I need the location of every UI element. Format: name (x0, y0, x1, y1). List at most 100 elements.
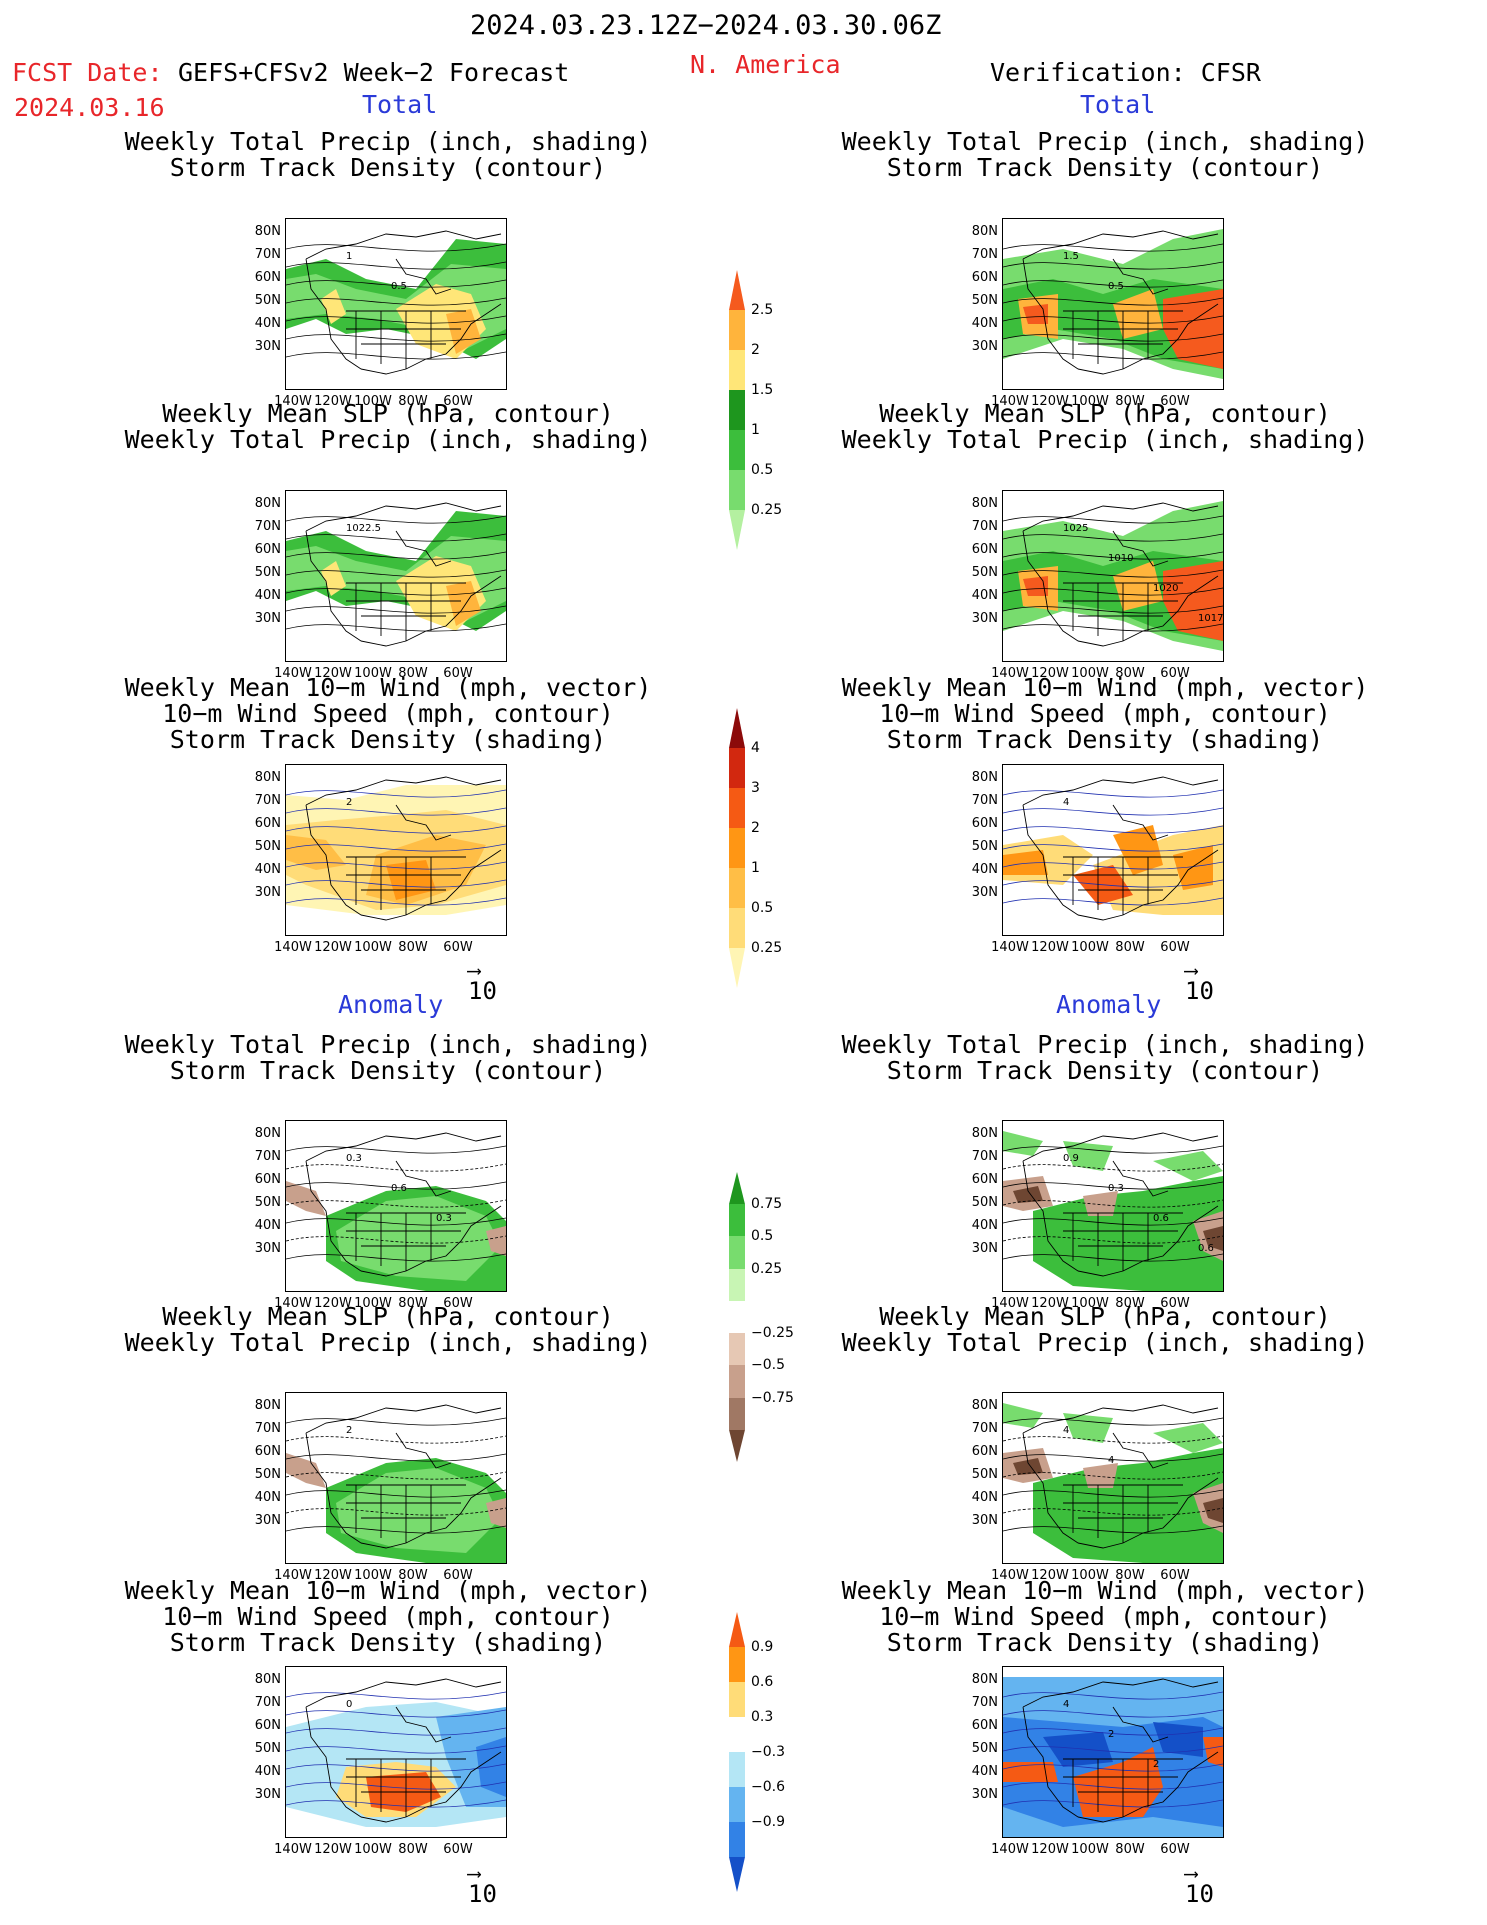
contour-label: 4 (1063, 1425, 1069, 1436)
title-vf-slp-total: Weekly Mean SLP (hPa, contour) Weekly Tot… (841, 399, 1369, 454)
contour-line (286, 243, 506, 252)
colorbar-segment (729, 708, 745, 748)
contour-line (286, 807, 506, 816)
title-fc-wind-anom: Weekly Mean 10−m Wind (mph, vector) 10−m … (124, 1576, 652, 1657)
lat-tick-label: 70N (254, 1421, 281, 1436)
lon-tick-label: 120W (1031, 940, 1069, 955)
colorbar-segment (729, 1822, 745, 1857)
lon-tick-label: 60W (1160, 940, 1190, 955)
lat-tick-label: 60N (971, 270, 998, 285)
lat-tick-label: 40N (254, 316, 281, 331)
map-vf-precip-total: 1.5 0.5 (1002, 218, 1224, 390)
lat-tick-label: 70N (971, 793, 998, 808)
lon-tick-label: 100W (354, 1296, 392, 1311)
lon-tick-label: 100W (354, 940, 392, 955)
colorbar-segment (729, 1717, 745, 1752)
title-vf-slp-anom: Weekly Mean SLP (hPa, contour) Weekly Tot… (841, 1302, 1369, 1357)
lat-tick-label: 50N (971, 1195, 998, 1210)
map-plot-fc-wind-total: 2 (286, 776, 506, 921)
colorbar-segment (729, 1429, 745, 1462)
lon-tick-label: 100W (1071, 1296, 1109, 1311)
lon-tick-label: 60W (1160, 1296, 1190, 1311)
contour-line (1003, 279, 1223, 288)
lat-tick-label: 60N (254, 1718, 281, 1733)
lon-tick-label: 60W (1160, 1568, 1190, 1583)
fcst-date: 2024.03.16 (14, 93, 165, 122)
lon-tick-label: 60W (443, 394, 473, 409)
contour-line (1003, 515, 1223, 524)
shading-region (1033, 1448, 1223, 1563)
map-plot-fc-slp-total: 1022.5 (286, 502, 506, 647)
colorbar-label: 0.5 (751, 1228, 774, 1245)
lat-tick-label: 80N (254, 770, 281, 785)
colorbar-label: 1.5 (751, 382, 774, 398)
shading-region (446, 581, 481, 626)
lat-tick-label: 30N (971, 1513, 998, 1528)
lat-tick-label: 40N (971, 1490, 998, 1505)
lat-tick-label: 60N (971, 1172, 998, 1187)
lat-tick-label: 80N (971, 1398, 998, 1413)
lon-tick-label: 100W (354, 1568, 392, 1583)
coastline (1022, 1132, 1219, 1277)
lat-tick-label: 30N (254, 1787, 281, 1802)
contour-line (286, 1435, 506, 1444)
lon-tick-label: 80W (398, 940, 428, 955)
title-fc-precip-anom: Weekly Total Precip (inch, shading) Storm… (124, 1030, 652, 1085)
lon-tick-label: 60W (1160, 394, 1190, 409)
map-fc-wind-total: 2 (285, 764, 507, 936)
lat-tick-label: 60N (254, 542, 281, 557)
section-total-verification: Total (1080, 90, 1156, 119)
colorbar-segment (729, 1857, 745, 1892)
contour-line (286, 1709, 506, 1718)
colorbar-segment (729, 1300, 745, 1334)
contour-label: 2 (1108, 1729, 1114, 1740)
shading-region (286, 1181, 506, 1256)
contour-line (1003, 551, 1223, 560)
lat-tick-label: 60N (971, 1718, 998, 1733)
lat-tick-label: 40N (971, 588, 998, 603)
lon-tick-label: 60W (443, 1296, 473, 1311)
colorbar-segment (729, 828, 745, 868)
title-fc-wind-total: Weekly Mean 10−m Wind (mph, vector) 10−m … (124, 673, 652, 754)
shading-region (1003, 1131, 1223, 1181)
shading-region (1043, 1722, 1203, 1767)
lon-tick-label: 140W (274, 394, 312, 409)
lon-tick-label: 80W (398, 1842, 428, 1857)
colorbar-label: −0.6 (751, 1779, 785, 1795)
contour-line (1003, 825, 1223, 834)
lon-tick-label: 100W (1071, 940, 1109, 955)
map-vf-wind-total: 4 (1002, 764, 1224, 936)
coastline (1022, 1404, 1219, 1549)
lat-tick-label: 60N (971, 1444, 998, 1459)
colorbar-label: 0.25 (751, 502, 783, 518)
lon-tick-label: 80W (1115, 940, 1145, 955)
title-vf-wind-total: Weekly Mean 10−m Wind (mph, vector) 10−m … (841, 673, 1369, 754)
verification-label: Verification: CFSR (990, 58, 1261, 87)
region-label: N. America (690, 50, 841, 79)
lon-tick-label: 120W (1031, 1568, 1069, 1583)
contour-line (286, 279, 506, 288)
lat-tick-label: 80N (254, 1398, 281, 1413)
contour-line (286, 551, 506, 560)
vector-reference-fc-anom: ⟶ 10 (468, 1861, 497, 1908)
lon-tick-label: 60W (443, 666, 473, 681)
colorbar-segment (729, 390, 745, 430)
lat-tick-label: 30N (254, 885, 281, 900)
contour-label: 1017.5 (1198, 613, 1223, 624)
lon-tick-label: 140W (991, 1568, 1029, 1583)
colorbar-label: 1 (751, 422, 760, 438)
contour-label: 0 (346, 1699, 352, 1710)
lat-tick-label: 30N (971, 885, 998, 900)
lat-tick-label: 30N (254, 339, 281, 354)
map-plot-vf-precip-anom: 0.9 0.3 0.6 0.6 (1003, 1131, 1223, 1291)
contour-label: 0.6 (391, 1183, 407, 1194)
contour-line (1003, 1145, 1223, 1154)
coastline (305, 1404, 502, 1549)
contour-label: 2 (1153, 1759, 1159, 1770)
contour-line (1003, 1417, 1223, 1426)
section-anomaly-verification: Anomaly (1056, 990, 1162, 1019)
colorbar-segment (729, 1647, 745, 1682)
map-fc-precip-anom: 0.3 0.6 0.3 (285, 1120, 507, 1292)
lat-tick-label: 70N (971, 519, 998, 534)
contour-line (1003, 297, 1223, 306)
